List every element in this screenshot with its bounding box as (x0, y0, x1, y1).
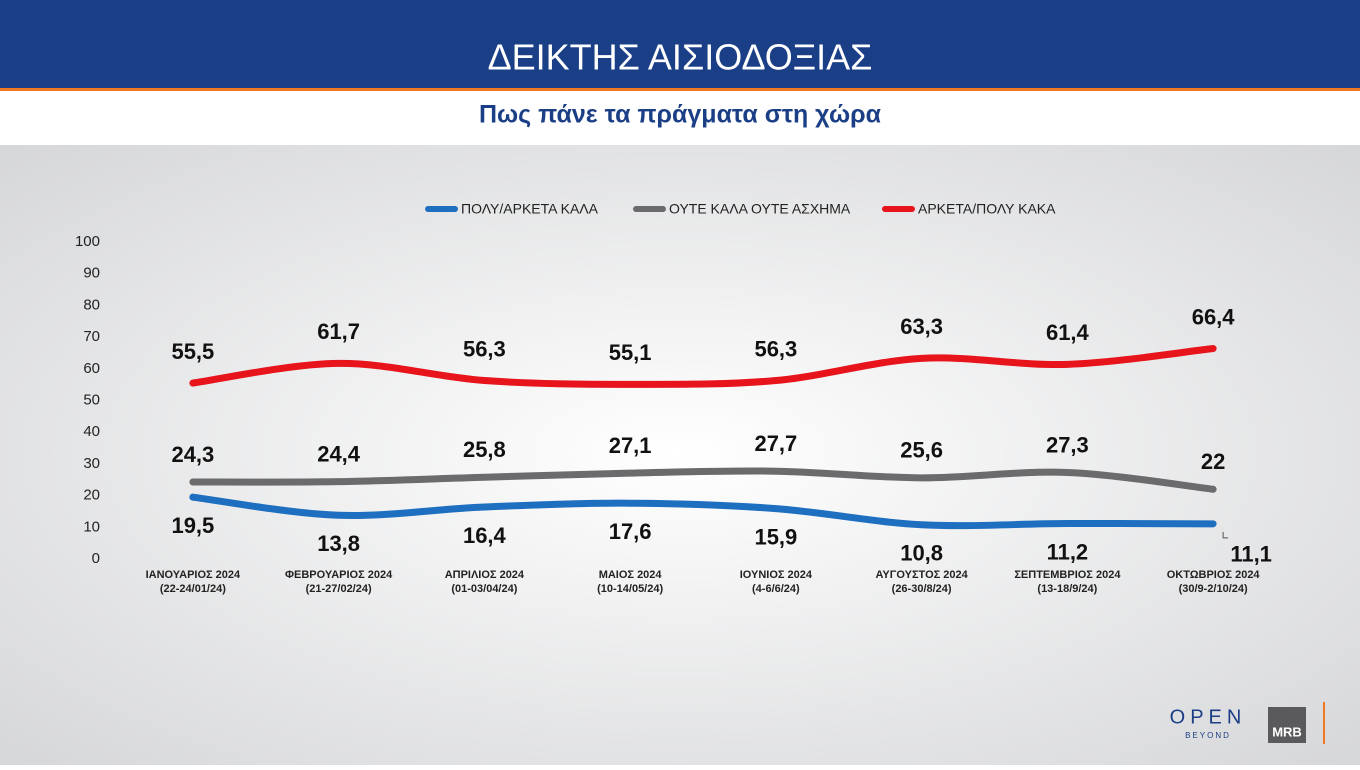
data-label: 66,4 (1192, 304, 1236, 329)
data-label: 16,4 (463, 523, 507, 548)
series-line (189, 345, 1217, 388)
channel-tagline: BEYOND (1185, 731, 1231, 740)
data-label: 27,7 (754, 431, 797, 456)
x-tick-sublabel: (13-18/9/24) (1037, 583, 1097, 595)
x-tick-sublabel: (22-24/01/24) (160, 583, 226, 595)
y-tick-label: 90 (83, 265, 100, 282)
x-tick-sublabel: (26-30/8/24) (892, 583, 952, 595)
data-label: 55,1 (609, 340, 652, 365)
x-tick-label: ΙΑΝΟΥΑΡΙΟΣ 2024 (146, 569, 241, 581)
x-tick-label: ΦΕΒΡΟΥΑΡΙΟΣ 2024 (285, 569, 393, 581)
x-tick-label: ΑΠΡΙΛΙΟΣ 2024 (445, 569, 525, 581)
pollster-logo: MRB (1272, 724, 1302, 739)
logo-rule (1323, 702, 1325, 744)
data-label: 61,7 (317, 319, 360, 344)
y-tick-label: 100 (75, 233, 100, 250)
y-tick-label: 50 (83, 391, 100, 408)
y-tick-label: 40 (83, 423, 100, 440)
data-label: 22 (1201, 449, 1225, 474)
x-tick-sublabel: (4-6/6/24) (752, 583, 800, 595)
subtitle-band (0, 91, 1360, 145)
pollster-logo-box (1268, 707, 1306, 743)
data-label: 17,6 (609, 519, 652, 544)
legend-label: ΠΟΛΥ/ΑΡΚΕΤΑ ΚΑΛΑ (461, 201, 599, 217)
series-line (189, 493, 1217, 530)
data-label: 25,6 (900, 438, 943, 463)
data-label: 27,1 (609, 433, 652, 458)
y-tick-label: 80 (83, 296, 100, 313)
y-tick-label: 70 (83, 328, 100, 345)
data-label: 11,2 (1047, 539, 1089, 564)
data-label: 56,3 (463, 336, 506, 361)
data-label: 63,3 (900, 314, 943, 339)
chart-background (0, 145, 1360, 765)
legend-label: ΟΥΤΕ ΚΑΛΑ ΟΥΤΕ ΑΣΧΗΜΑ (669, 201, 851, 217)
x-tick-sublabel: (21-27/02/24) (306, 583, 372, 595)
y-tick-label: 20 (83, 487, 100, 504)
data-label: 61,4 (1046, 320, 1090, 345)
y-tick-label: 30 (83, 455, 100, 472)
x-tick-sublabel: (30/9-2/10/24) (1179, 583, 1248, 595)
header-rule (0, 88, 1360, 91)
x-tick-label: ΑΥΓΟΥΣΤΟΣ 2024 (875, 569, 968, 581)
y-tick-label: 60 (83, 360, 100, 377)
x-tick-label: ΟΚΤΩΒΡΙΟΣ 2024 (1167, 569, 1261, 581)
data-label: 25,8 (463, 437, 506, 462)
label-leader (1222, 531, 1229, 539)
x-tick-label: ΣΕΠΤΕΜΒΡΙΟΣ 2024 (1014, 569, 1121, 581)
data-label: 24,3 (171, 442, 214, 467)
data-label: 56,3 (754, 336, 797, 361)
data-label: 19,5 (171, 513, 214, 538)
header-band (0, 0, 1360, 88)
data-label: 27,3 (1046, 432, 1089, 457)
y-tick-label: 10 (83, 518, 100, 535)
x-tick-sublabel: (01-03/04/24) (451, 583, 517, 595)
data-label: 55,5 (171, 339, 214, 364)
x-tick-label: ΙΟΥΝΙΟΣ 2024 (740, 569, 813, 581)
series-line (189, 467, 1217, 493)
data-label: 11,1 (1230, 542, 1272, 567)
legend-label: ΑΡΚΕΤΑ/ΠΟΛΥ ΚΑΚΑ (918, 201, 1056, 217)
data-label: 13,8 (317, 531, 360, 556)
x-tick-label: ΜΑΙΟΣ 2024 (599, 569, 663, 581)
data-label: 15,9 (754, 524, 797, 549)
y-tick-label: 0 (92, 550, 100, 567)
title: ΔΕΙΚΤΗΣ ΑΙΣΙΟΔΟΞΙΑΣ (488, 37, 873, 78)
x-tick-sublabel: (10-14/05/24) (597, 583, 663, 595)
data-label: 10,8 (900, 541, 943, 566)
data-label: 24,4 (317, 441, 361, 466)
channel-logo: OPEN (1170, 706, 1247, 728)
subtitle: Πως πάνε τα πράγματα στη χώρα (479, 101, 882, 129)
